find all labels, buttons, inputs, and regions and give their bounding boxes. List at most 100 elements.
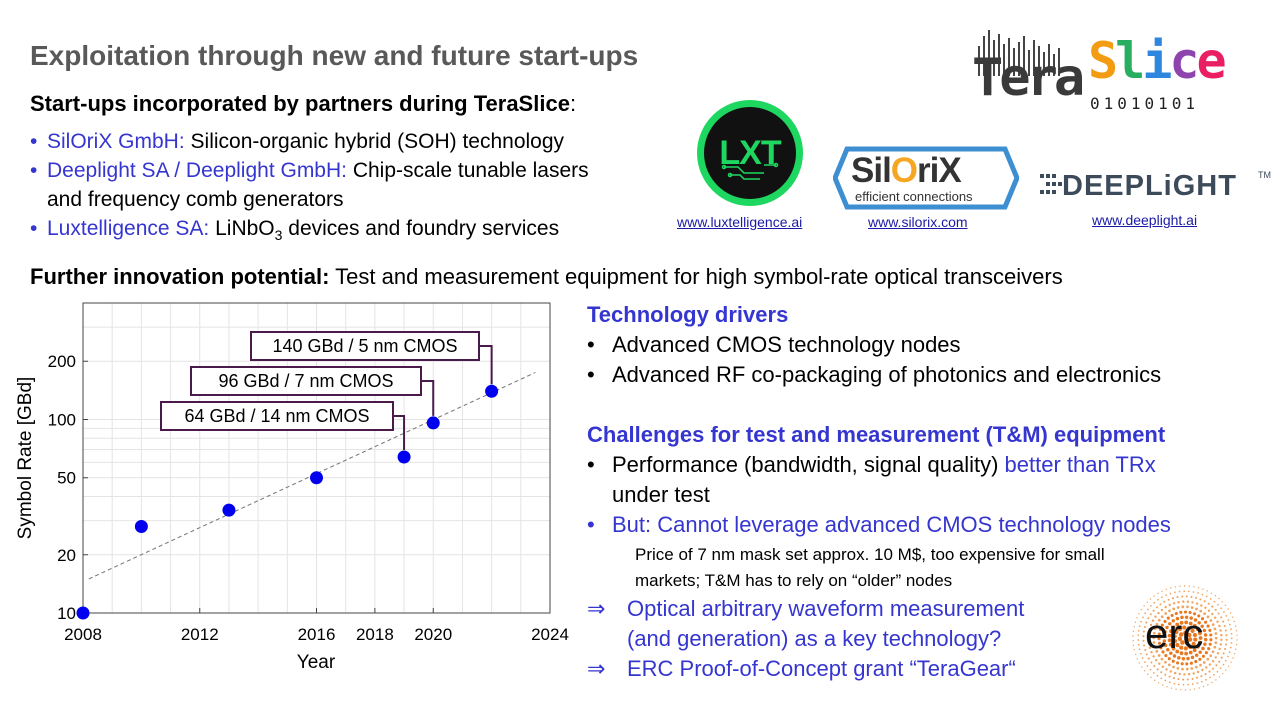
erc-dot [1200, 624, 1204, 629]
annotation-box [190, 366, 422, 396]
erc-dot [1187, 683, 1190, 686]
page-title: Exploitation through new and future star… [30, 40, 639, 71]
erc-dot [1164, 605, 1167, 609]
data-point [485, 384, 499, 398]
erc-dot [1175, 688, 1177, 690]
erc-dot [1184, 615, 1189, 620]
list-item: • Luxtelligence SA: LiNbO3 devices and fo… [30, 214, 589, 250]
erc-dot [1204, 620, 1208, 624]
erc-dot [1201, 593, 1204, 596]
erc-dot [1202, 628, 1207, 633]
erc-dot [1214, 632, 1218, 635]
erc-dot [1181, 656, 1186, 661]
erc-dot [1196, 627, 1200, 632]
erc-dot [1218, 676, 1221, 678]
erc-dot [1162, 639, 1167, 643]
erc-dot [1212, 667, 1215, 670]
erc-dot [1215, 664, 1218, 667]
erc-dot [1156, 668, 1159, 671]
erc-dot [1185, 662, 1189, 666]
luxtelligence-link[interactable]: www.luxtelligence.ai [677, 214, 803, 230]
deeplight-tm: TM [1258, 170, 1271, 180]
erc-dot [1192, 672, 1195, 675]
erc-dot [1195, 607, 1198, 611]
erc-dot [1223, 624, 1226, 628]
erc-dot [1213, 673, 1215, 676]
erc-dot [1136, 617, 1138, 619]
erc-dot [1202, 588, 1204, 590]
tech-drivers-heading: Technology drivers [587, 302, 789, 327]
erc-dot [1142, 630, 1145, 633]
erc-dot [1220, 656, 1223, 659]
erc-dot [1216, 670, 1219, 673]
erc-dot [1179, 645, 1184, 650]
erc-dot [1200, 675, 1203, 678]
erc-dot [1214, 656, 1218, 659]
erc-dot [1234, 625, 1237, 627]
erc-dot [1235, 643, 1238, 646]
data-points [76, 384, 499, 620]
deeplight-link[interactable]: www.deeplight.ai [1092, 212, 1198, 228]
bullet-icon: • [30, 217, 38, 240]
erc-dot [1140, 620, 1142, 623]
erc-dot [1168, 609, 1171, 613]
erc-dot [1220, 616, 1223, 619]
erc-dot [1194, 660, 1198, 664]
erc-dot [1163, 643, 1168, 648]
erc-dot [1203, 600, 1206, 603]
erc-dot [1192, 632, 1197, 638]
erc-dot [1225, 615, 1228, 617]
erc-dot [1179, 651, 1184, 656]
erc-dot [1197, 621, 1201, 625]
erc-dot [1153, 601, 1156, 604]
erc-dot [1192, 623, 1197, 628]
erc-dot [1193, 618, 1198, 622]
data-point [222, 503, 236, 517]
erc-dot [1186, 605, 1189, 609]
chart-ticks: 2008 2012 2016 2018 2020 2024 10 20 50 100 200 [48, 352, 569, 644]
erc-dot [1154, 679, 1156, 681]
erc-dot [1153, 627, 1157, 631]
erc-dot [1208, 642, 1212, 646]
erc-dot [1222, 652, 1225, 655]
erc-dot [1182, 678, 1185, 681]
erc-dot [1168, 675, 1171, 678]
erc-dot [1190, 628, 1195, 633]
x-tick-label: 2016 [298, 625, 336, 644]
erc-dot [1172, 665, 1175, 669]
erc-dot [1150, 605, 1152, 607]
erc-dot [1203, 612, 1206, 616]
erc-dot [1178, 672, 1182, 676]
y-tick-label: 20 [57, 546, 76, 565]
erc-dot [1177, 636, 1183, 642]
erc-dot [1147, 657, 1150, 660]
conclusion-item: ⇒ ERC Proof-of-Concept grant “TeraGear“ [587, 654, 1267, 684]
erc-dot [1218, 660, 1221, 663]
erc-dot [1171, 597, 1175, 600]
erc-dot [1175, 649, 1180, 654]
erc-dot [1156, 674, 1159, 677]
erc-dot [1213, 616, 1217, 619]
data-point [397, 450, 411, 464]
erc-dot [1140, 609, 1143, 611]
erc-dot [1183, 646, 1188, 651]
erc-dot [1157, 637, 1161, 641]
erc-dot [1182, 625, 1187, 630]
erc-dot [1222, 673, 1224, 675]
erc-dot [1192, 648, 1197, 653]
bullet-icon: • [30, 159, 38, 182]
list-item-continuation: and frequency comb generators [47, 188, 344, 211]
bullet-icon: • [587, 332, 595, 357]
data-point [134, 519, 148, 533]
erc-dot [1154, 615, 1157, 618]
silorix-link[interactable]: www.silorix.com [868, 214, 968, 230]
erc-dot [1193, 688, 1196, 690]
erc-dot [1166, 616, 1170, 620]
erc-dot [1183, 585, 1186, 587]
erc-dot [1138, 625, 1141, 627]
deeplight-logo: DEEPLiGHT TM [1040, 170, 1271, 210]
erc-dot [1164, 654, 1168, 658]
startups-heading: Start-ups incorporated by partners durin… [30, 91, 577, 116]
erc-dot [1220, 633, 1223, 637]
erc-dot [1137, 639, 1140, 641]
